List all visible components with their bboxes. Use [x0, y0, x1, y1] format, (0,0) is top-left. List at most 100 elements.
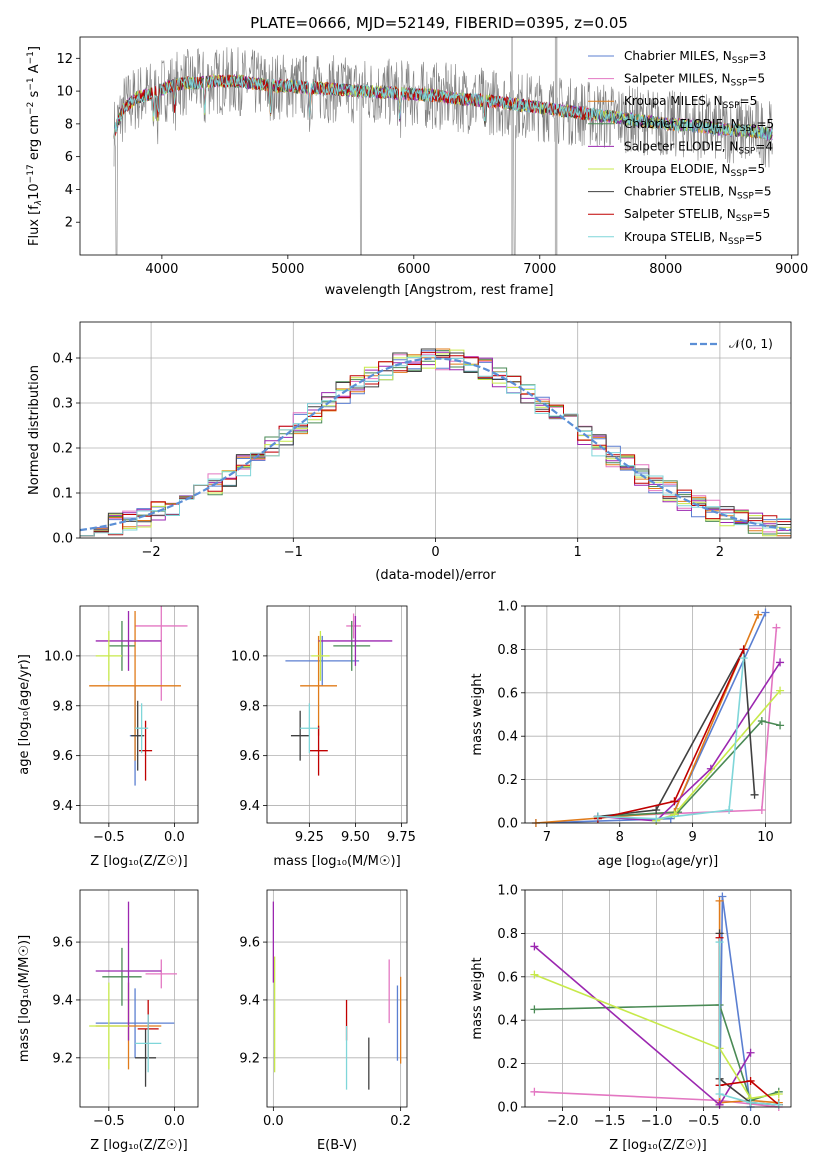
age-vs-mass-axes: 9.25 9.50 9.75 9.4 9.6 9.8 10.0 — [231, 606, 416, 845]
mass-weight-marker — [746, 1048, 755, 1057]
legend-sub: SSP — [736, 214, 753, 224]
legend-entry-label: Salpeter MILES, NSSP=5 — [624, 72, 765, 89]
y-tick-label: 9.2 — [239, 1051, 260, 1066]
error-bar-point — [95, 610, 162, 671]
error-bar-point — [108, 620, 136, 671]
mass-weight-marker — [772, 623, 781, 632]
mass-weight-line — [533, 945, 752, 1107]
legend-suffix: =5 — [753, 207, 771, 221]
mass-weight-marker — [739, 645, 748, 654]
legend-entry-label: Chabrier STELIB, NSSP=5 — [624, 185, 772, 202]
error-bar-point — [102, 947, 142, 1006]
legend-suffix: =3 — [749, 49, 767, 63]
legend-name: Chabrier ELODIE, N — [624, 117, 740, 131]
x-tick-label: −1 — [284, 545, 303, 560]
mass-vs-ebv-plot-frame — [266, 889, 408, 1108]
mass-weight-marker — [715, 938, 724, 947]
mass-weight-marker — [715, 1089, 724, 1098]
y-tick-label: 10.0 — [44, 649, 73, 664]
legend-name: Kroupa STELIB, N — [624, 230, 728, 244]
mass-weight-marker — [776, 686, 785, 695]
x-tick-label: −1.0 — [641, 1114, 673, 1129]
mass-weight-marker — [530, 1005, 539, 1014]
x-tick-label: 10 — [757, 830, 774, 845]
age-vs-mass-plot-frame — [266, 605, 408, 824]
y-tick-label: 10.0 — [231, 649, 260, 664]
y-tick-label: 9.6 — [239, 936, 260, 951]
mass-vs-Z-plot-frame — [79, 889, 199, 1108]
y-tick-label: 10 — [56, 85, 73, 100]
y-label-part: s — [27, 90, 42, 101]
mass-weight-marker — [761, 608, 770, 617]
mass-weight-marker — [530, 1087, 539, 1096]
mass-weight-line — [718, 942, 779, 1106]
y-tick-label: 9.6 — [52, 749, 73, 764]
mass-weight-line — [718, 937, 780, 1106]
y-tick-label: 0.3 — [52, 397, 73, 412]
y-tick-label: 4 — [65, 183, 73, 198]
y-label-part: 10 — [27, 183, 42, 200]
mass-weight-line — [597, 646, 756, 818]
legend-sub: SSP — [732, 56, 749, 66]
spectrum-y-axis-label: Flux [fλ10−17 erg cm−2 s−1 A−1] — [26, 46, 44, 246]
legend-sub: SSP — [731, 169, 748, 179]
y-tick-label: 6 — [65, 150, 73, 165]
legend-sub: SSP — [738, 146, 755, 156]
error-bar-point — [300, 635, 337, 736]
spectrum-plot-frame — [79, 36, 799, 256]
age-vs-Z-plot-frame — [79, 605, 199, 824]
error-bar-point — [318, 615, 393, 666]
legend-sub: SSP — [723, 101, 740, 111]
error-bar-point — [309, 725, 328, 776]
mass-weight-marker — [750, 790, 759, 799]
model-spectrum-line — [113, 75, 773, 141]
mass-weight-marker — [774, 1089, 783, 1098]
y-tick-label: 0.2 — [52, 442, 73, 457]
mass-weight-line — [534, 973, 779, 1100]
error-bar-point — [145, 959, 178, 989]
residuals-axes: −2 −1 0 1 2 0.0 0.1 0.2 0.3 0.4 — [52, 322, 791, 560]
mass-weight-marker — [746, 1076, 755, 1085]
y-tick-label: 0.8 — [497, 927, 518, 942]
mass-vs-ebv-axes: 0.0 0.2 9.2 9.4 9.6 — [239, 890, 411, 1129]
x-tick-label: 0.0 — [740, 1114, 761, 1129]
mass-weight-line — [597, 658, 745, 820]
massweight-vs-age-y-axis-label: mass weight — [470, 673, 485, 755]
x-tick-label: 8000 — [649, 262, 682, 277]
y-label-part: Flux [f — [27, 205, 42, 246]
x-tick-label: −1.5 — [594, 1114, 626, 1129]
legend-sub: SSP — [740, 124, 757, 134]
legend-name: Kroupa MILES, N — [624, 94, 723, 108]
error-bar-point — [135, 606, 188, 701]
massweight-vs-age-plot-frame — [524, 605, 792, 824]
x-tick-label: 8 — [616, 830, 624, 845]
legend-sub: SSP — [731, 79, 748, 89]
y-label-part: erg cm — [27, 115, 42, 164]
x-tick-label: 4000 — [145, 262, 178, 277]
y-tick-label: 9.2 — [52, 1051, 73, 1066]
error-bar-point — [135, 1028, 157, 1087]
gaussian-reference-curve — [79, 357, 792, 532]
x-tick-label: 0.0 — [164, 830, 185, 845]
age-vs-Z-y-axis-label: age [log₁₀(age/yr)] — [17, 654, 32, 775]
error-bar-point — [95, 988, 175, 1058]
y-tick-label: 0.4 — [497, 1014, 518, 1029]
y-label-part: −1 — [26, 51, 36, 64]
mass-vs-ebv-x-axis-label: E(B-V) — [317, 1138, 357, 1153]
mass-weight-marker — [718, 892, 727, 901]
mass-vs-Z-x-axis-label: Z [log₁₀(Z/Z☉)] — [90, 1138, 187, 1153]
massweight-vs-age-x-axis-label: age [log₁₀(age/yr)] — [598, 854, 719, 869]
legend-name: Chabrier MILES, N — [624, 49, 732, 63]
y-tick-label: 12 — [56, 52, 73, 67]
mass-vs-Z-y-axis-label: mass [log₁₀(M/M☉)] — [17, 935, 32, 1062]
legend-name: Salpeter ELODIE, N — [624, 139, 738, 153]
spectrum-title: PLATE=0666, MJD=52149, FIBERID=0395, z=0… — [250, 14, 628, 32]
y-tick-label: 9.6 — [239, 749, 260, 764]
mass-weight-marker — [530, 942, 539, 951]
y-tick-label: 9.4 — [52, 799, 73, 814]
residuals-plot-frame — [79, 321, 792, 539]
x-tick-label: 7000 — [523, 262, 556, 277]
mass-weight-marker — [530, 970, 539, 979]
y-tick-label: 0.1 — [52, 487, 73, 502]
error-bar-point — [95, 630, 122, 681]
